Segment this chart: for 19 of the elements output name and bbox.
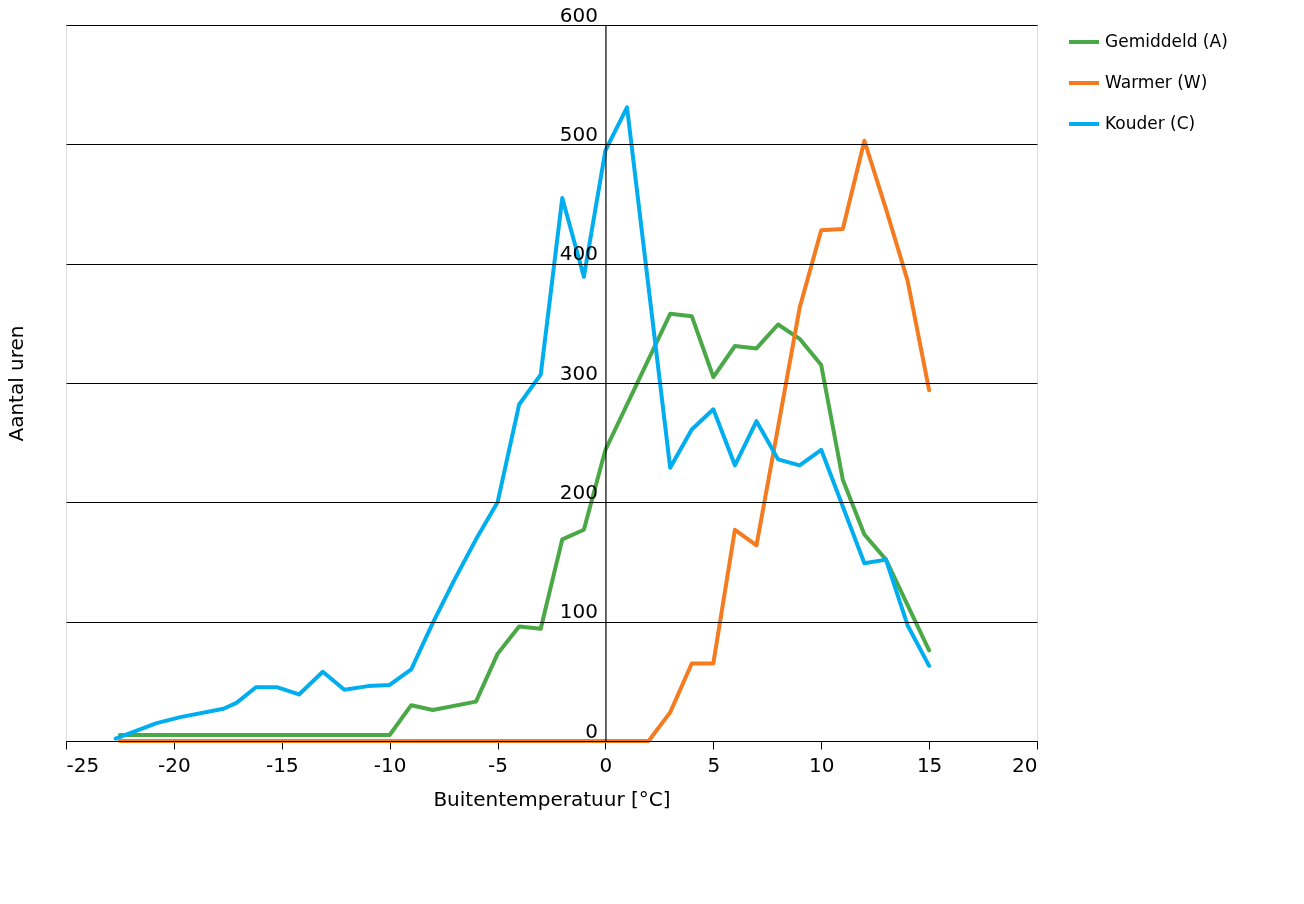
x-tick-label: 10 — [809, 752, 835, 777]
y-tick-label: 500 — [559, 121, 598, 146]
y-tick-label: 300 — [559, 360, 598, 385]
x-tick-label: 5 — [707, 752, 721, 777]
legend-label: Warmer (W) — [1105, 72, 1208, 92]
x-tick-label: -10 — [373, 752, 407, 777]
x-tick-label: 15 — [916, 752, 943, 777]
x-tick-label: -5 — [488, 752, 509, 777]
x-tick-label: -20 — [158, 752, 191, 777]
y-tick-label: 600 — [559, 2, 598, 27]
x-tick-label: -15 — [265, 752, 299, 777]
x-tick-label: -25 — [66, 752, 100, 777]
legend-label: Kouder (C) — [1105, 113, 1196, 133]
y-tick-label: 0 — [585, 718, 598, 743]
legend-label: Gemiddeld (A) — [1105, 31, 1228, 51]
y-tick-label: 100 — [559, 599, 598, 624]
y-axis-title: Aantal uren — [3, 325, 28, 442]
x-axis-title: Buitentemperatuur [°C] — [433, 786, 671, 811]
x-tick-label: 20 — [1012, 752, 1038, 777]
